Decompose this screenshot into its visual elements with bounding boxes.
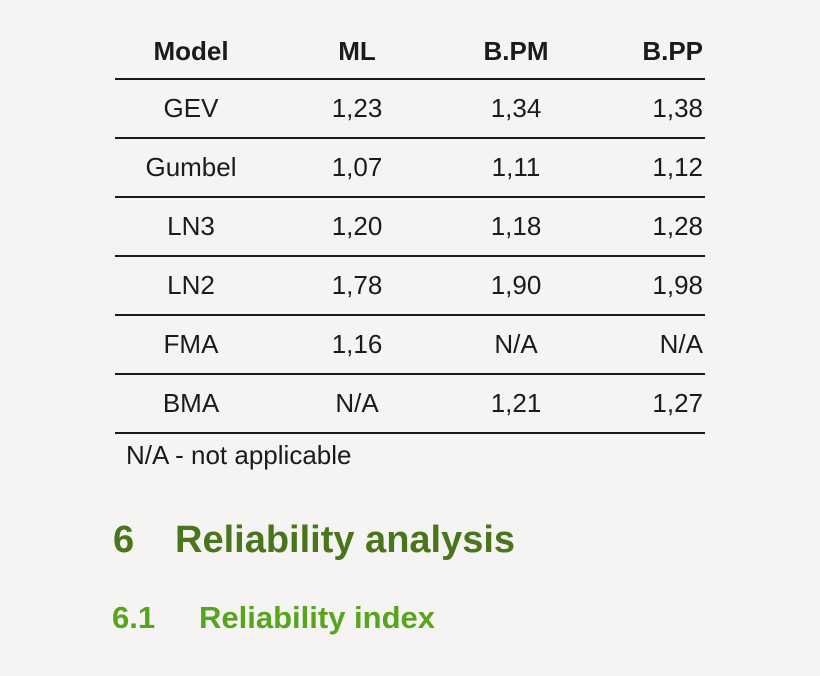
model-cell: Gumbel — [115, 138, 267, 198]
table-row: Gumbel 1,07 1,11 1,12 — [115, 138, 705, 198]
bpm-cell: 1,11 — [447, 138, 585, 198]
bpp-cell: 1,28 — [585, 197, 705, 257]
table-row: GEV 1,23 1,34 1,38 — [115, 79, 705, 139]
ml-cell: 1,23 — [267, 79, 447, 139]
model-cell: FMA — [115, 315, 267, 375]
column-header-model: Model — [115, 24, 267, 80]
results-table-container: Model ML B.PM B.PP GEV 1,23 1,34 1,38 Gu… — [115, 24, 705, 434]
table-row: LN2 1,78 1,90 1,98 — [115, 256, 705, 316]
subsection-heading: 6.1 Reliability index — [112, 600, 435, 636]
section-number: 6 — [113, 519, 135, 561]
section-title: Reliability analysis — [175, 519, 516, 561]
model-cell: LN3 — [115, 197, 267, 257]
table-row: FMA 1,16 N/A N/A — [115, 315, 705, 375]
model-cell: GEV — [115, 79, 267, 139]
bpp-cell: 1,12 — [585, 138, 705, 198]
ml-cell: 1,16 — [267, 315, 447, 375]
model-cell: BMA — [115, 374, 267, 434]
bpp-cell: N/A — [585, 315, 705, 375]
bpp-cell: 1,98 — [585, 256, 705, 316]
table-row: LN3 1,20 1,18 1,28 — [115, 197, 705, 257]
model-cell: LN2 — [115, 256, 267, 316]
column-header-bpp: B.PP — [585, 24, 705, 80]
ml-cell: 1,78 — [267, 256, 447, 316]
results-table: Model ML B.PM B.PP GEV 1,23 1,34 1,38 Gu… — [115, 24, 705, 434]
bpm-cell: 1,90 — [447, 256, 585, 316]
subsection-number: 6.1 — [112, 600, 156, 635]
ml-cell: N/A — [267, 374, 447, 434]
table-row: BMA N/A 1,21 1,27 — [115, 374, 705, 434]
ml-cell: 1,20 — [267, 197, 447, 257]
bpm-cell: 1,21 — [447, 374, 585, 434]
subsection-title: Reliability index — [199, 600, 436, 635]
column-header-ml: ML — [267, 24, 447, 80]
ml-cell: 1,07 — [267, 138, 447, 198]
column-header-bpm: B.PM — [447, 24, 585, 80]
bpm-cell: 1,18 — [447, 197, 585, 257]
bpp-cell: 1,27 — [585, 374, 705, 434]
section-heading: 6 Reliability analysis — [113, 518, 515, 562]
table-footnote: N/A - not applicable — [126, 440, 352, 470]
table-header-row: Model ML B.PM B.PP — [115, 24, 705, 80]
bpp-cell: 1,38 — [585, 79, 705, 139]
bpm-cell: 1,34 — [447, 79, 585, 139]
bpm-cell: N/A — [447, 315, 585, 375]
